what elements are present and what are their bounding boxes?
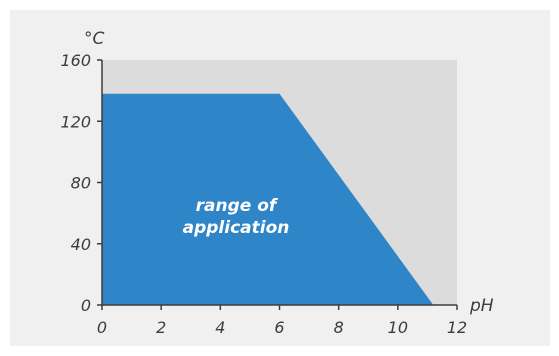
series-area-0 [102,93,434,305]
y-axis-label: °C [84,29,105,49]
x-tick-label: 8 [334,318,344,337]
y-tick-label: 160 [60,51,91,70]
y-tick-label: 80 [71,174,91,193]
x-tick-label: 10 [388,318,408,337]
region-annotation-label: range of application [183,196,290,238]
x-tick-label: 0 [97,318,107,337]
region-annotation-line: range of [196,196,279,216]
x-tick-label: 12 [447,318,467,337]
series-layer [102,93,434,305]
x-axis-label: pH [469,296,494,316]
x-tick-label: 6 [274,318,284,337]
axes-layer: 0 40 80 120 160 0 2 4 6 8 10 12 °C pH [60,29,493,337]
region-annotation-line: application [183,218,290,238]
y-tick-label: 40 [71,235,91,254]
annotation-layer: range of application [183,196,290,238]
x-tick-label: 4 [215,318,225,337]
y-tick-label: 0 [81,296,91,315]
y-tick-label: 120 [60,112,91,131]
x-tick-label: 2 [156,318,166,337]
